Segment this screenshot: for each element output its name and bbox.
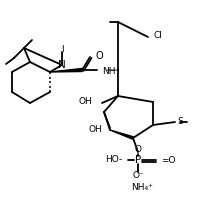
Text: P: P [135,155,141,165]
Text: Cl: Cl [154,31,163,41]
Text: NH₄⁺: NH₄⁺ [131,183,153,192]
Polygon shape [50,68,82,72]
Text: NH: NH [102,66,115,75]
Text: HO-: HO- [105,155,122,165]
Text: =O: =O [161,156,176,165]
Text: O: O [95,51,103,61]
Text: S: S [177,117,183,127]
Text: O⁻: O⁻ [132,172,144,180]
Polygon shape [110,130,133,139]
Text: OH: OH [78,98,92,106]
Text: O: O [134,144,142,153]
Text: I: I [61,45,63,54]
Text: N: N [58,60,66,70]
Text: OH: OH [88,125,102,134]
